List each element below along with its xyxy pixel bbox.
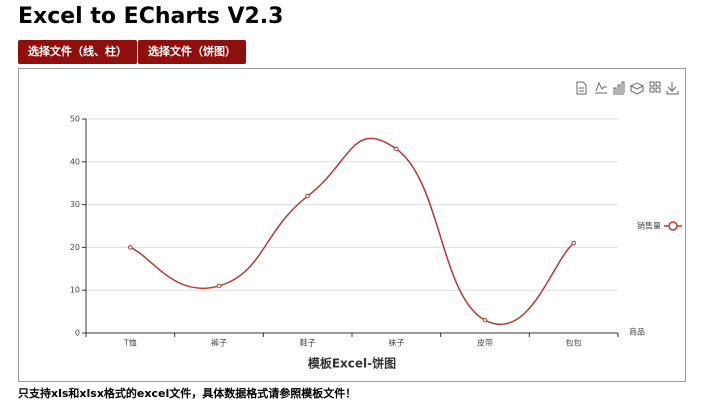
x-tick-label: 皮带 — [477, 338, 493, 348]
point — [128, 245, 133, 250]
chart-container: 模板Excel-饼图 商品 0 10 20 30 40 50 T恤 裤子 鞋子 袜子 皮带 包包 销售量 — [18, 68, 686, 382]
point — [305, 193, 310, 199]
upload-line-button[interactable]: 选择文件（线、柱） — [18, 40, 137, 64]
point — [216, 283, 222, 289]
toolbox-bar[interactable] — [613, 81, 625, 95]
toolbox-data-view[interactable] — [576, 81, 587, 95]
upload-pie-button[interactable]: 选择文件（饼图） — [138, 40, 246, 64]
y-tick-label: 50 — [70, 115, 80, 124]
x-tick-label: T恤 — [123, 338, 137, 348]
legend-label: 销售量 — [637, 221, 661, 231]
chart-title: 模板Excel-饼图 — [308, 356, 396, 371]
footer-note: 只支持xls和xlsx格式的excel文件，具体数据格式请参照模板文件！ — [18, 387, 357, 400]
y-tick-label: 30 — [70, 200, 80, 209]
y-tick-label: 20 — [70, 243, 80, 252]
y-tick-label: 10 — [70, 286, 80, 295]
x-axis-label: 商品 — [629, 327, 645, 337]
y-tick-label: 0 — [75, 329, 80, 338]
point — [394, 146, 399, 152]
series-line — [130, 137, 575, 325]
legend-swatch-dot — [668, 221, 678, 231]
page-title: Excel to ECharts V2.3 — [18, 4, 284, 29]
y-tick-label: 40 — [70, 157, 80, 166]
toolbox-line[interactable] — [595, 81, 607, 94]
toolbox-tiled[interactable] — [649, 81, 661, 93]
toolbox-save[interactable] — [666, 82, 679, 95]
chart: 模板Excel-饼图 商品 0 10 20 30 40 50 T恤 裤子 鞋子 袜子 皮带 包包 销售量 — [70, 81, 682, 371]
x-tick-label: 裤子 — [211, 338, 227, 348]
x-tick-label: 鞋子 — [300, 338, 316, 348]
point — [571, 240, 576, 246]
x-tick-label: 袜子 — [388, 338, 404, 348]
point — [482, 317, 488, 323]
toolbox-stack[interactable] — [629, 82, 645, 95]
x-tick-label: 包包 — [566, 338, 582, 348]
